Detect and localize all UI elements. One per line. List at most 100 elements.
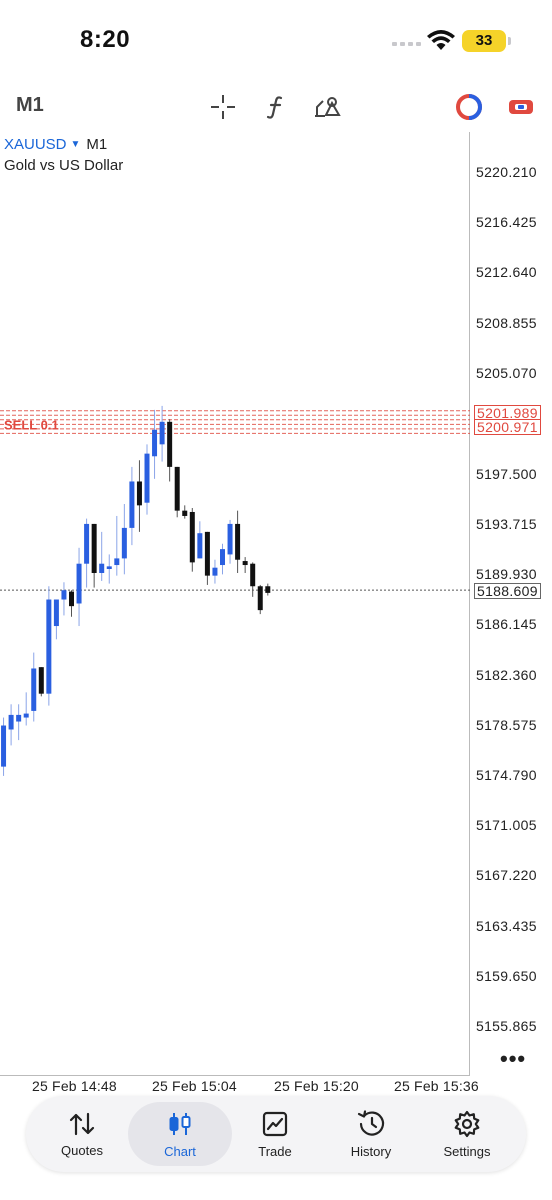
price-tick: 5163.435 — [476, 918, 537, 934]
candlestick-chart-icon — [169, 1112, 191, 1135]
candle-body — [212, 567, 218, 576]
candle-body — [152, 429, 158, 457]
symbol-dropdown-icon[interactable]: ▼ — [70, 139, 81, 150]
quotes-icon — [69, 1112, 95, 1135]
candle-body — [69, 591, 74, 607]
candle-body — [235, 523, 241, 560]
candle-body — [167, 421, 173, 467]
chart-toolbar: M1 — [0, 82, 552, 132]
candle-body — [250, 563, 256, 587]
order-price-badge: 5200.971 — [474, 419, 541, 435]
symbol-name[interactable]: XAUUSD — [4, 136, 67, 153]
candle-body — [204, 531, 210, 576]
candle-body — [23, 713, 29, 718]
candle-body — [121, 527, 127, 559]
time-tick: 25 Feb 15:04 — [152, 1078, 237, 1094]
objects-icon[interactable] — [310, 90, 344, 124]
price-tick: 5212.640 — [476, 264, 537, 280]
tab-settings[interactable]: Settings — [419, 1102, 515, 1166]
candle-body — [242, 561, 248, 566]
price-tick: 5174.790 — [476, 767, 537, 783]
candle-body — [91, 523, 97, 573]
symbol-timeframe: M1 — [86, 136, 108, 153]
candle-body — [257, 586, 263, 611]
price-tick: 5159.650 — [476, 968, 537, 984]
candle-body — [189, 511, 195, 563]
history-clock-icon — [357, 1109, 385, 1136]
status-time: 8:20 — [80, 26, 131, 53]
symbol-header[interactable]: XAUUSD ▼ M1 — [4, 136, 107, 153]
wifi-icon — [427, 30, 455, 50]
tab-history[interactable]: History — [323, 1102, 419, 1166]
candle-body — [227, 523, 233, 555]
function-icon[interactable] — [258, 90, 292, 124]
candle-body — [106, 566, 112, 570]
candle-body — [8, 714, 14, 730]
tab-label: Quotes — [61, 1142, 103, 1158]
price-tick: 5186.145 — [476, 616, 537, 632]
current-price-badge: 5188.609 — [474, 583, 541, 599]
candle-body — [46, 599, 52, 694]
price-tick: 5197.500 — [476, 466, 537, 482]
price-chart[interactable]: SELL 0.1 — [0, 132, 470, 1076]
tab-label: Settings — [443, 1143, 491, 1159]
price-tick: 5171.005 — [476, 817, 537, 833]
account-icon[interactable] — [504, 90, 538, 124]
price-scale[interactable]: 5220.210 5216.425 5212.640 5208.855 5205… — [474, 132, 552, 1076]
candle-body — [174, 466, 180, 511]
candle-body — [84, 523, 90, 564]
order-label: SELL 0.1 — [4, 417, 59, 432]
gear-icon — [454, 1110, 480, 1137]
battery-tip-icon — [508, 37, 511, 45]
price-tick: 5193.715 — [476, 516, 537, 532]
price-tick: 5182.360 — [476, 667, 537, 683]
time-tick: 25 Feb 15:36 — [394, 1078, 479, 1094]
price-tick: 5216.425 — [476, 214, 537, 230]
price-tick: 5178.575 — [476, 717, 537, 733]
crosshair-icon[interactable] — [206, 90, 240, 124]
tab-label: History — [350, 1143, 392, 1159]
candle-body — [182, 510, 188, 516]
price-tick: 5189.930 — [476, 566, 537, 582]
candle-body — [114, 558, 120, 566]
candle-body — [61, 590, 67, 600]
candle-body — [159, 421, 165, 445]
candle-body — [16, 714, 22, 722]
color-scheme-icon[interactable] — [452, 90, 486, 124]
price-tick: 5155.865 — [476, 1018, 537, 1034]
symbol-description: Gold vs US Dollar — [4, 157, 124, 174]
candle-body — [1, 725, 7, 767]
time-axis: 25 Feb 14:48 25 Feb 15:04 25 Feb 15:20 2… — [0, 1076, 552, 1096]
tab-trade[interactable]: Trade — [227, 1102, 323, 1166]
tab-chart[interactable]: Chart — [128, 1102, 232, 1166]
candle-body — [31, 668, 37, 711]
tab-quotes[interactable]: Quotes — [34, 1102, 130, 1166]
time-tick: 25 Feb 14:48 — [32, 1078, 117, 1094]
candle-body — [144, 453, 150, 503]
candle-body — [136, 481, 142, 506]
price-tick: 5167.220 — [476, 867, 537, 883]
status-bar: 8:20 33 — [0, 0, 552, 80]
candle-body — [197, 533, 203, 559]
candle-body — [76, 563, 82, 604]
tab-label: Chart — [164, 1143, 196, 1159]
candle-body — [220, 549, 225, 566]
cellular-signal-icon — [392, 42, 421, 46]
timeframe-button[interactable]: M1 — [16, 94, 44, 116]
trade-chart-icon — [262, 1111, 288, 1136]
candle-body — [38, 667, 44, 694]
chart-area[interactable] — [0, 132, 470, 1076]
candle-body — [129, 481, 135, 528]
candle-body — [265, 586, 271, 593]
time-tick: 25 Feb 15:20 — [274, 1078, 359, 1094]
candle-body — [53, 599, 59, 627]
bottom-tab-bar: Quotes Chart Trade History Settings — [26, 1096, 526, 1172]
tab-label: Trade — [258, 1143, 292, 1159]
battery-level: 33 — [462, 30, 506, 52]
price-tick: 5205.070 — [476, 365, 537, 381]
price-tick: 5220.210 — [476, 164, 537, 180]
order-price-badge: 5201.989 — [474, 405, 541, 421]
candle-body — [99, 563, 105, 573]
more-options-icon[interactable]: ••• — [500, 1046, 527, 1071]
price-tick: 5208.855 — [476, 315, 537, 331]
